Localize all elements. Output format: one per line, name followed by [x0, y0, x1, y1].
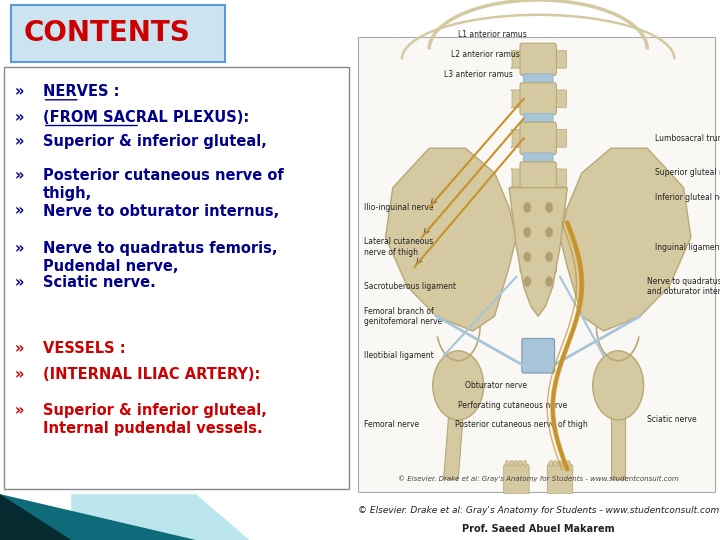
FancyBboxPatch shape — [511, 90, 522, 107]
FancyBboxPatch shape — [523, 153, 553, 161]
FancyBboxPatch shape — [547, 464, 572, 494]
Text: L3 anterior ramus: L3 anterior ramus — [444, 70, 513, 79]
Polygon shape — [509, 188, 567, 316]
Text: Superior & inferior gluteal,
Internal pudendal vessels.: Superior & inferior gluteal, Internal pu… — [42, 403, 266, 436]
FancyBboxPatch shape — [554, 169, 567, 187]
Circle shape — [546, 227, 553, 237]
Text: CONTENTS: CONTENTS — [24, 19, 190, 47]
Text: Posterior cutaneous nerve of
thigh,: Posterior cutaneous nerve of thigh, — [42, 168, 284, 201]
Text: Lumbosacral trunk: Lumbosacral trunk — [654, 134, 720, 143]
Text: Inguinal ligament: Inguinal ligament — [654, 242, 720, 252]
Text: Superior & inferior gluteal,: Superior & inferior gluteal, — [42, 134, 266, 150]
Text: »: » — [15, 84, 24, 99]
Text: © Elsevier. Drake et al: Gray's Anatomy for Students - www.studentconsult.com: © Elsevier. Drake et al: Gray's Anatomy … — [358, 505, 719, 515]
Circle shape — [523, 202, 531, 212]
FancyBboxPatch shape — [523, 232, 553, 240]
Circle shape — [593, 351, 644, 420]
Text: Perforating cutaneous nerve: Perforating cutaneous nerve — [458, 401, 567, 410]
FancyBboxPatch shape — [511, 169, 522, 187]
Circle shape — [566, 461, 570, 467]
Text: »: » — [15, 134, 24, 150]
Text: Nerve to quadratus femoris
and obturator internus: Nerve to quadratus femoris and obturator… — [647, 277, 720, 296]
Text: Femoral nerve: Femoral nerve — [364, 421, 419, 429]
Circle shape — [510, 461, 514, 467]
Text: »: » — [15, 341, 24, 356]
FancyBboxPatch shape — [554, 130, 567, 147]
FancyBboxPatch shape — [511, 50, 522, 68]
FancyBboxPatch shape — [554, 50, 567, 68]
Text: Lateral cutaneous
nerve of thigh: Lateral cutaneous nerve of thigh — [364, 238, 433, 256]
Text: VESSELS :: VESSELS : — [42, 341, 125, 356]
Polygon shape — [560, 148, 691, 331]
Text: Sciatic nerve: Sciatic nerve — [647, 415, 697, 424]
Polygon shape — [0, 494, 196, 540]
Text: »: » — [15, 275, 24, 290]
Text: NERVES :: NERVES : — [42, 84, 120, 99]
Circle shape — [553, 461, 557, 467]
FancyBboxPatch shape — [11, 5, 225, 62]
Text: L2 anterior ramus: L2 anterior ramus — [451, 50, 520, 59]
Text: Obturator nerve: Obturator nerve — [465, 381, 528, 390]
FancyBboxPatch shape — [520, 162, 557, 194]
FancyBboxPatch shape — [520, 122, 557, 154]
Text: Sacrotuberous ligament: Sacrotuberous ligament — [364, 282, 456, 291]
Text: L1 anterior ramus: L1 anterior ramus — [458, 30, 527, 39]
Circle shape — [546, 202, 553, 212]
Text: Sciatic nerve.: Sciatic nerve. — [42, 275, 156, 290]
Text: Posterior cutaneous nerve of thigh: Posterior cutaneous nerve of thigh — [454, 421, 588, 429]
Polygon shape — [0, 494, 71, 540]
Text: »: » — [15, 110, 24, 125]
Text: Nerve to quadratus femoris,
Pudendal nerve,: Nerve to quadratus femoris, Pudendal ner… — [42, 241, 277, 274]
Text: © Elsevier. Drake et al: Gray's Anatomy for Students - www.studentconsult.com: © Elsevier. Drake et al: Gray's Anatomy … — [398, 475, 678, 482]
Text: Inferior gluteal nerve: Inferior gluteal nerve — [654, 193, 720, 202]
Text: Ilio-inguinal nerve: Ilio-inguinal nerve — [364, 203, 433, 212]
Text: »: » — [15, 204, 24, 219]
Circle shape — [549, 461, 553, 467]
FancyBboxPatch shape — [522, 339, 554, 373]
Circle shape — [546, 252, 553, 262]
Circle shape — [518, 461, 523, 467]
Text: Prof. Saeed Abuel Makarem: Prof. Saeed Abuel Makarem — [462, 523, 614, 534]
FancyBboxPatch shape — [504, 464, 529, 494]
Circle shape — [433, 351, 484, 420]
Text: »: » — [15, 367, 24, 382]
Text: (INTERNAL ILIAC ARTERY):: (INTERNAL ILIAC ARTERY): — [42, 367, 260, 382]
Polygon shape — [71, 494, 249, 540]
Circle shape — [505, 461, 510, 467]
Text: Femoral branch of
genitofemoral nerve: Femoral branch of genitofemoral nerve — [364, 307, 442, 326]
Circle shape — [523, 252, 531, 262]
FancyBboxPatch shape — [523, 192, 553, 201]
Circle shape — [546, 276, 553, 287]
FancyBboxPatch shape — [523, 113, 553, 122]
Text: Superior gluteal nerve: Superior gluteal nerve — [654, 168, 720, 178]
FancyBboxPatch shape — [554, 208, 567, 226]
FancyBboxPatch shape — [4, 67, 349, 489]
Circle shape — [523, 461, 527, 467]
Circle shape — [557, 461, 562, 467]
Circle shape — [514, 461, 518, 467]
FancyBboxPatch shape — [520, 201, 557, 233]
FancyBboxPatch shape — [511, 208, 522, 226]
FancyBboxPatch shape — [520, 43, 557, 76]
Text: »: » — [15, 241, 24, 256]
FancyBboxPatch shape — [511, 130, 522, 147]
Polygon shape — [385, 148, 516, 331]
FancyBboxPatch shape — [520, 83, 557, 115]
FancyBboxPatch shape — [554, 90, 567, 107]
Text: »: » — [15, 168, 24, 183]
Circle shape — [562, 461, 566, 467]
Text: Nerve to obturator internus,: Nerve to obturator internus, — [42, 204, 279, 219]
Polygon shape — [611, 386, 626, 480]
Polygon shape — [444, 386, 465, 480]
Circle shape — [523, 227, 531, 237]
FancyBboxPatch shape — [523, 74, 553, 82]
Text: (FROM SACRAL PLEXUS):: (FROM SACRAL PLEXUS): — [42, 110, 249, 125]
Circle shape — [523, 276, 531, 287]
FancyBboxPatch shape — [520, 241, 557, 273]
Text: Ileotibial ligament: Ileotibial ligament — [364, 351, 433, 360]
FancyBboxPatch shape — [359, 37, 714, 491]
Text: »: » — [15, 403, 24, 418]
